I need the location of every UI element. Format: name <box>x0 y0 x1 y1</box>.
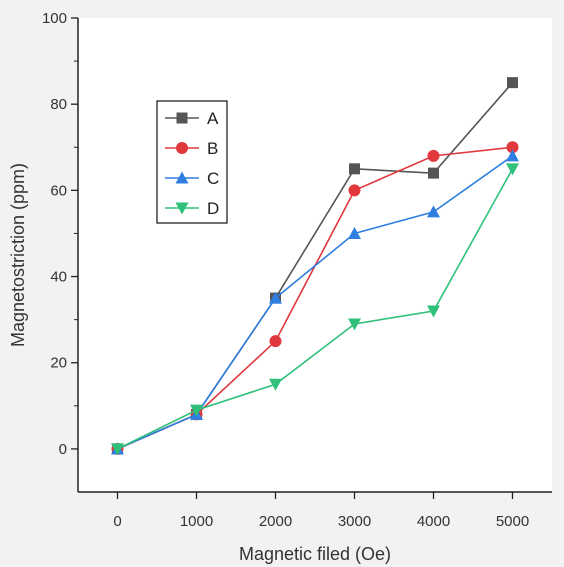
legend-marker <box>176 142 188 154</box>
legend-marker <box>176 112 188 124</box>
x-tick-label: 4000 <box>417 513 450 530</box>
data-point <box>269 335 282 348</box>
data-point <box>427 205 440 218</box>
axis-ticks: 0 1000 2000 3000 4000 5000 0 20 40 60 80 100 <box>42 10 529 530</box>
x-tick-label: 5000 <box>496 513 529 530</box>
data-point <box>427 305 440 318</box>
series-layer <box>111 77 519 456</box>
y-axis-title: Magnetostriction (ppm) <box>8 163 28 347</box>
y-tick-label: 100 <box>42 10 67 27</box>
y-tick-label: 60 <box>50 182 67 199</box>
data-point <box>111 443 124 456</box>
legend-label: D <box>207 199 219 218</box>
legend-item: B <box>165 139 218 158</box>
data-point <box>348 184 361 197</box>
legend-item: A <box>165 109 219 128</box>
data-point <box>506 141 519 154</box>
legend-item: D <box>165 199 219 218</box>
data-point <box>190 404 203 417</box>
x-tick-label: 3000 <box>338 513 371 530</box>
legend-marker <box>175 202 189 215</box>
legend-marker <box>175 171 189 184</box>
data-point <box>428 167 439 179</box>
series-d <box>111 163 519 456</box>
x-axis-title: Magnetic filed (Oe) <box>239 544 391 564</box>
y-tick-label: 40 <box>50 269 67 286</box>
series-line <box>117 168 514 450</box>
y-tick-label: 80 <box>50 96 67 113</box>
axes <box>77 18 552 493</box>
x-tick-label: 0 <box>113 513 121 530</box>
y-tick-label: 0 <box>59 441 67 458</box>
legend-label: A <box>207 109 219 128</box>
x-tick-label: 1000 <box>180 513 213 530</box>
data-point <box>507 77 518 89</box>
series-line <box>117 155 513 450</box>
x-tick-label: 2000 <box>259 513 292 530</box>
plot-area <box>78 18 552 492</box>
y-tick-label: 20 <box>50 355 67 372</box>
data-point <box>506 149 519 162</box>
legend-label: B <box>207 139 218 158</box>
data-point <box>269 291 282 304</box>
data-point <box>506 163 519 176</box>
legend-item: C <box>165 169 219 188</box>
data-point <box>349 163 360 175</box>
data-point <box>427 149 440 162</box>
data-point <box>348 318 361 331</box>
data-point <box>269 378 282 391</box>
data-point <box>348 226 361 239</box>
legend-box <box>156 100 228 224</box>
legend-label: C <box>207 169 219 188</box>
